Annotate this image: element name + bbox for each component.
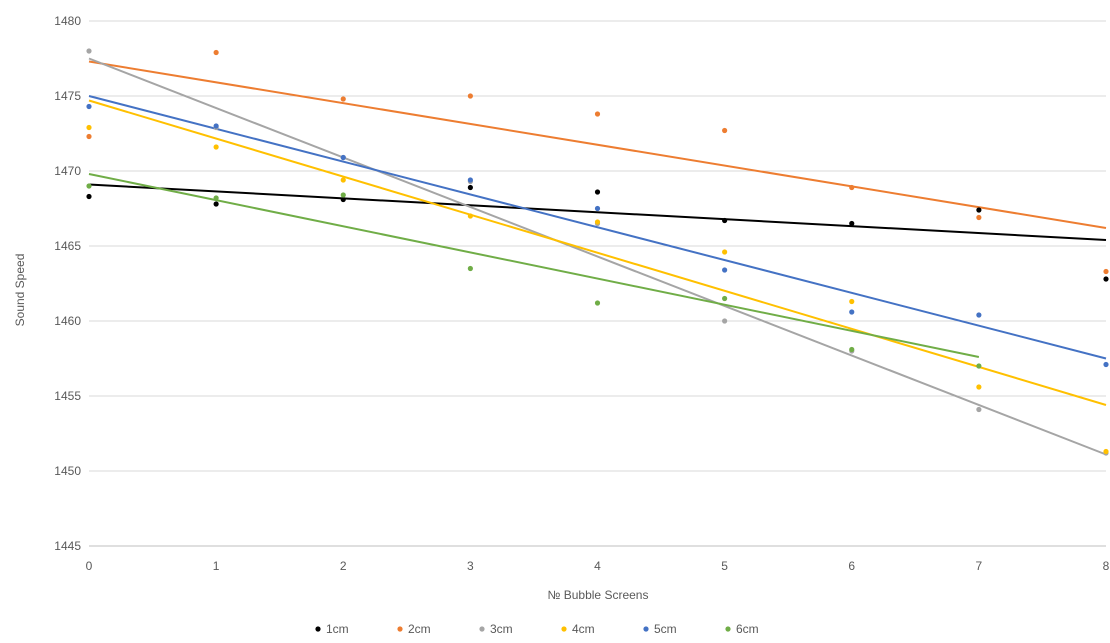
trendline-2cm (88, 60, 1107, 229)
legend-marker-4cm (561, 626, 567, 632)
x-tick-label: 1 (213, 559, 220, 573)
y-axis-title: Sound Speed (13, 254, 27, 327)
x-tick-label: 6 (848, 559, 855, 573)
x-axis-title: № Bubble Screens (548, 588, 649, 602)
data-point-6cm (594, 300, 601, 306)
data-point-3cm (722, 318, 728, 324)
y-tick-label: 1465 (54, 239, 81, 253)
x-axis: 0 1 2 3 4 5 6 7 8 (86, 545, 1110, 573)
data-point-1cm (849, 220, 855, 227)
legend-label-1cm: 1cm (326, 622, 349, 636)
data-point-4cm (86, 124, 92, 131)
data-point-4cm (722, 249, 728, 255)
legend: 1cm 2cm 3cm 4cm 5cm 6cm (315, 622, 759, 636)
x-tick-label: 4 (594, 559, 601, 573)
data-point-6cm (467, 265, 473, 272)
data-point-5cm (340, 154, 346, 161)
trendline-3cm (88, 57, 1107, 456)
y-tick-label: 1455 (54, 389, 81, 403)
trendlines (88, 57, 1107, 456)
data-point-5cm (1103, 361, 1109, 368)
x-tick-label: 0 (86, 559, 93, 573)
data-point-6cm (340, 192, 346, 198)
legend-marker-1cm (315, 626, 321, 632)
y-tick-label: 1470 (54, 164, 81, 178)
data-point-4cm (467, 213, 473, 219)
data-point-4cm (594, 219, 601, 225)
data-point-1cm (594, 189, 601, 195)
data-point-2cm (722, 127, 728, 134)
data-point-6cm (86, 183, 92, 189)
data-point-2cm (849, 184, 855, 191)
legend-marker-2cm (397, 626, 403, 632)
data-point-1cm (340, 196, 346, 203)
data-point-2cm (1103, 268, 1109, 275)
trendline-1cm (88, 183, 1107, 241)
x-tick-label: 2 (340, 559, 347, 573)
data-point-5cm (467, 177, 473, 183)
data-point-4cm (849, 298, 855, 305)
data-point-4cm (976, 384, 982, 390)
legend-label-3cm: 3cm (490, 622, 513, 636)
trendline-5cm (88, 95, 1107, 360)
data-point-5cm (976, 312, 982, 318)
data-point-1cm (213, 201, 219, 207)
x-tick-label: 7 (976, 559, 983, 573)
y-tick-label: 1475 (54, 89, 81, 103)
data-points (86, 48, 1109, 456)
data-point-5cm (722, 267, 728, 273)
data-point-2cm (86, 133, 92, 140)
data-point-5cm (594, 205, 601, 212)
data-point-2cm (976, 214, 982, 221)
y-tick-label: 1480 (54, 14, 81, 28)
trendline-6cm (88, 173, 980, 358)
data-point-6cm (849, 346, 855, 353)
legend-label-2cm: 2cm (408, 622, 431, 636)
legend-marker-5cm (643, 626, 649, 632)
legend-label-4cm: 4cm (572, 622, 595, 636)
y-tick-label: 1460 (54, 314, 81, 328)
trendline-4cm (88, 99, 1107, 406)
data-point-6cm (722, 295, 728, 302)
x-tick-label: 3 (467, 559, 474, 573)
legend-label-5cm: 5cm (654, 622, 677, 636)
y-tick-label: 1445 (54, 539, 81, 553)
data-point-2cm (467, 93, 473, 99)
data-point-5cm (849, 309, 855, 315)
data-point-1cm (86, 193, 92, 200)
data-point-6cm (213, 195, 219, 201)
legend-marker-3cm (479, 626, 485, 632)
data-point-2cm (340, 96, 346, 102)
data-point-1cm (467, 184, 473, 191)
data-point-6cm (976, 363, 982, 369)
x-tick-label: 5 (721, 559, 728, 573)
data-point-4cm (340, 177, 346, 183)
data-point-2cm (594, 111, 601, 117)
x-tick-label: 8 (1103, 559, 1110, 573)
legend-label-6cm: 6cm (736, 622, 759, 636)
data-point-1cm (1103, 276, 1109, 282)
data-point-4cm (1103, 448, 1109, 455)
gridlines (89, 20, 1106, 547)
legend-marker-6cm (725, 626, 731, 632)
data-point-4cm (213, 144, 219, 150)
data-point-1cm (722, 217, 728, 224)
data-point-3cm (976, 406, 982, 413)
data-point-5cm (213, 123, 219, 129)
data-point-1cm (976, 207, 982, 213)
data-point-2cm (213, 49, 219, 56)
data-point-5cm (86, 103, 92, 110)
y-tick-label: 1450 (54, 464, 81, 478)
y-axis: 1445 1450 1455 1460 1465 1470 1475 1480 (54, 14, 81, 553)
data-point-3cm (86, 48, 92, 54)
